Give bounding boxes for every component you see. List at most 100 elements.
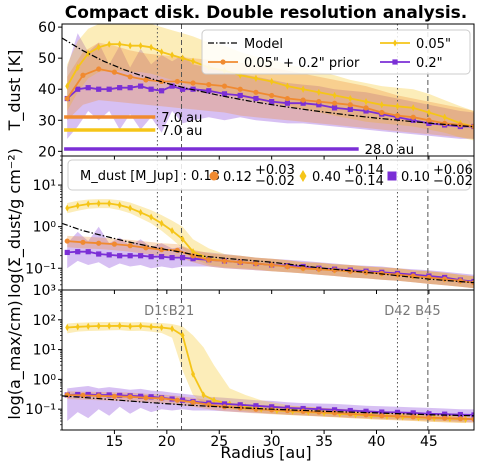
beam-label-1: 7.0 au: [161, 111, 202, 126]
point-yellow: [117, 40, 122, 48]
mass-legend-box: [67, 159, 471, 191]
point-prior: [127, 243, 133, 249]
point-prior: [316, 409, 322, 415]
point-prior: [158, 395, 165, 401]
point-yellow: [117, 322, 122, 330]
point-yellow: [138, 42, 143, 50]
point-purple: [75, 86, 81, 92]
point-purple: [148, 394, 154, 400]
point-purple: [221, 401, 228, 407]
y-tick-label: 10¹: [33, 343, 56, 359]
y-axis-label: T_dust [K]: [5, 50, 25, 132]
point-purple: [158, 254, 165, 260]
point-prior: [237, 405, 243, 411]
point-prior: [206, 81, 212, 88]
point-prior: [300, 408, 306, 414]
point-purple: [284, 100, 290, 106]
point-purple: [410, 117, 416, 123]
point-prior: [127, 394, 133, 400]
point-yellow: [107, 199, 112, 208]
point-yellow: [170, 227, 175, 235]
vline-label-d19: D19: [144, 304, 171, 319]
beam-bars: 7.0 au7.0 au 28.0 au: [64, 111, 414, 158]
point-prior: [284, 407, 290, 414]
point-prior: [111, 241, 118, 247]
point-purple: [96, 251, 102, 257]
point-prior: [394, 272, 401, 278]
beam-label-2: 7.0 au: [161, 124, 202, 139]
point-purple: [158, 88, 165, 94]
point-prior: [253, 406, 259, 412]
point-prior: [442, 415, 448, 421]
point-prior: [379, 413, 385, 419]
point-purple: [300, 100, 306, 106]
panel-2: 10⁻¹ 10⁰ 10¹ log(Σ_dust/g cm⁻²): [5, 148, 475, 298]
point-prior: [331, 410, 338, 416]
point-purple: [253, 403, 259, 409]
point-prior: [426, 117, 432, 123]
point-prior: [457, 278, 463, 284]
vline-label-bg: [412, 303, 443, 318]
point-prior: [316, 266, 322, 272]
mass-value-purple: 0.10: [401, 170, 430, 185]
point-purple: [471, 412, 474, 418]
point-yellow: [191, 57, 196, 65]
legend-marker-prior: [220, 59, 226, 65]
y-tick-label: 10⁻¹: [25, 402, 56, 418]
point-prior: [111, 393, 118, 399]
y-axis-label: log(a_max/cm): [5, 300, 25, 419]
point-purple: [300, 405, 306, 412]
point-yellow: [86, 322, 91, 331]
point-yellow: [316, 88, 321, 96]
point-yellow: [75, 202, 80, 210]
legend: Model 0.05" + 0.2" prior 0.05" 0.2": [201, 29, 471, 75]
point-prior: [64, 238, 70, 244]
point-yellow: [86, 200, 91, 208]
point-prior: [96, 393, 102, 399]
point-purple: [64, 249, 70, 256]
point-prior: [394, 413, 401, 419]
point-prior: [442, 120, 448, 126]
point-purple: [127, 253, 133, 259]
point-prior: [80, 392, 86, 398]
point-prior: [174, 78, 180, 85]
point-yellow: [191, 370, 196, 378]
point-yellow: [180, 331, 185, 339]
point-yellow: [243, 403, 248, 411]
x-tick-label: 20: [158, 434, 176, 450]
mass-marker-prior: [209, 171, 219, 181]
point-prior: [300, 97, 306, 103]
point-prior: [237, 259, 243, 265]
point-prior: [190, 80, 196, 86]
mass-err-up-purple: +0.06: [433, 163, 473, 178]
point-purple: [347, 407, 353, 414]
point-purple: [117, 85, 123, 91]
point-yellow: [395, 102, 400, 110]
point-purple: [363, 108, 369, 114]
point-yellow: [149, 323, 154, 331]
point-yellow: [96, 322, 101, 330]
point-purple: [363, 408, 369, 414]
y-tick-label: 60: [38, 20, 56, 36]
point-yellow: [301, 85, 306, 93]
point-prior: [316, 99, 322, 105]
point-yellow: [138, 322, 143, 330]
point-purple: [179, 255, 186, 261]
panel-data: [62, 24, 474, 156]
y-tick-label: 40: [38, 82, 56, 98]
point-yellow: [86, 49, 91, 58]
band-prior: [67, 42, 474, 139]
panel-3: 10⁻¹ 10⁰ 10¹ 10² 10³ log(a_max/cm): [5, 283, 475, 434]
vline-label-bg: [166, 303, 197, 318]
y-axis-label: log(Σ_dust/g cm⁻²): [5, 148, 25, 298]
point-yellow: [149, 213, 154, 221]
point-prior: [237, 86, 243, 92]
point-prior: [143, 245, 149, 251]
point-yellow: [364, 98, 369, 106]
y-tick-label: 30: [38, 113, 56, 129]
point-yellow: [253, 74, 258, 82]
point-yellow: [65, 323, 70, 332]
point-yellow: [269, 77, 274, 86]
x-tick-label: 40: [368, 434, 386, 450]
point-yellow: [426, 108, 431, 117]
